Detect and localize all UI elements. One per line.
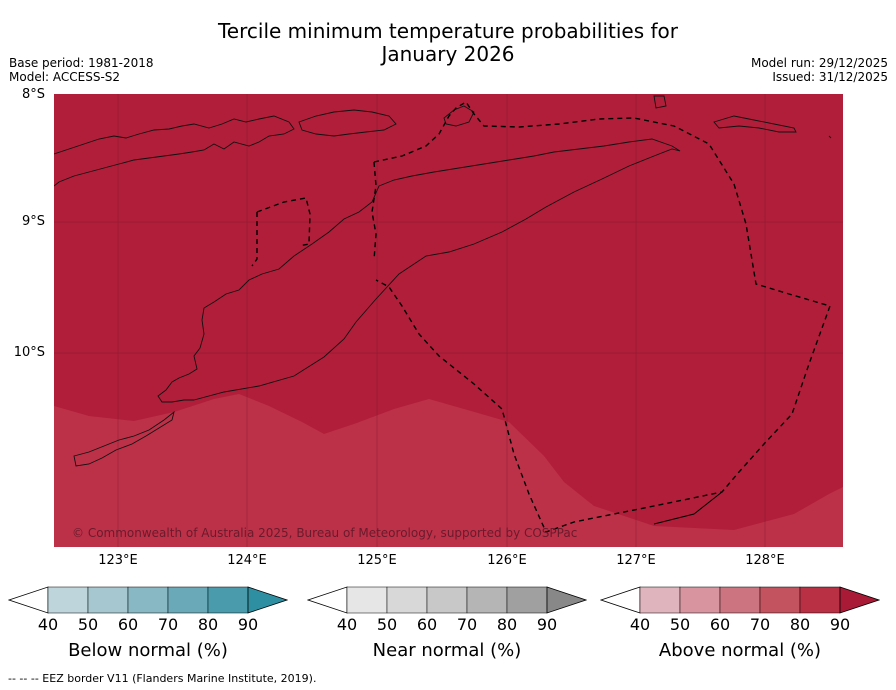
below-colorbar-segment-80-90 (207, 586, 249, 614)
above-colorbar-segment-80-90 (799, 586, 841, 614)
near-tick-40: 40 (336, 615, 358, 634)
below-tick-50: 50 (77, 615, 99, 634)
below-normal-title: Below normal (%) (68, 640, 228, 661)
timor-coastline (157, 138, 681, 403)
above-colorbar-segment-70-80 (759, 586, 801, 614)
near-colorbar-high-arrow (546, 586, 587, 614)
lon-label-126e: 126°E (487, 553, 527, 568)
babar-islands (713, 115, 797, 133)
eez-footnote: -- -- -- EEZ border V11 (Flanders Marine… (8, 672, 317, 685)
rote-coastline (73, 410, 175, 467)
near-colorbar-segment-60-70 (426, 586, 468, 614)
near-tick-50: 50 (376, 615, 398, 634)
flores-coastline (54, 115, 295, 187)
below-colorbar-segment-70-80 (167, 586, 209, 614)
below-colorbar-segment-40-50 (47, 586, 89, 614)
above-colorbar-low-arrow (600, 586, 641, 614)
near-normal-title: Near normal (%) (372, 640, 522, 661)
near-colorbar-segment-70-80 (466, 586, 508, 614)
lon-label-127e: 127°E (616, 553, 656, 568)
meta-left: Base period: 1981-2018 Model: ACCESS-S2 (9, 56, 154, 84)
eez-border-solid (653, 491, 723, 525)
above-tick-40: 40 (629, 615, 651, 634)
near-colorbar-segment-80-90 (506, 586, 548, 614)
above-normal-80-region (54, 394, 843, 547)
above-tick-80: 80 (789, 615, 811, 634)
below-colorbar-segment-50-60 (87, 586, 129, 614)
model-run: Model run: 29/12/2025 (750, 56, 888, 70)
above-tick-50: 50 (669, 615, 691, 634)
lon-label-124e: 124°E (227, 553, 267, 568)
colorbar-near (307, 586, 587, 614)
above-colorbar-segment-60-70 (719, 586, 761, 614)
below-tick-80: 80 (197, 615, 219, 634)
above-tick-70: 70 (749, 615, 771, 634)
eez-border (251, 101, 831, 533)
below-tick-70: 70 (157, 615, 179, 634)
below-colorbar-low-arrow (8, 586, 49, 614)
above-colorbar-segment-50-60 (679, 586, 721, 614)
below-colorbar-segment-60-70 (127, 586, 169, 614)
alor-coastline (298, 109, 397, 137)
colorbar-below (8, 586, 288, 614)
lon-label-128e: 128°E (745, 553, 785, 568)
map: © Commonwealth of Australia 2025, Bureau… (54, 94, 843, 547)
colorbar-above (600, 586, 880, 614)
above-colorbar-high-arrow (839, 586, 880, 614)
chart-title: Tercile minimum temperature probabilitie… (0, 20, 896, 66)
near-tick-70: 70 (456, 615, 478, 634)
near-colorbar-low-arrow (307, 586, 348, 614)
below-tick-40: 40 (37, 615, 59, 634)
graticule (54, 94, 843, 547)
title-line-2: January 2026 (381, 42, 515, 66)
base-period: Base period: 1981-2018 (9, 56, 154, 70)
title-line-1: Tercile minimum temperature probabilitie… (217, 19, 679, 43)
above-tick-90: 90 (829, 615, 851, 634)
above-normal-title: Above normal (%) (658, 640, 822, 661)
copyright-notice: © Commonwealth of Australia 2025, Bureau… (72, 526, 577, 540)
model-name: Model: ACCESS-S2 (9, 70, 121, 84)
lon-label-123e: 123°E (98, 553, 138, 568)
near-colorbar-segment-50-60 (386, 586, 428, 614)
lat-label-8s: 8°S (21, 87, 45, 102)
lat-label-10s: 10°S (13, 345, 45, 360)
near-tick-80: 80 (496, 615, 518, 634)
above-colorbar-segment-40-50 (639, 586, 681, 614)
near-tick-90: 90 (536, 615, 558, 634)
below-tick-60: 60 (117, 615, 139, 634)
meta-right: Model run: 29/12/2025 Issued: 31/12/2025 (751, 56, 888, 84)
near-tick-60: 60 (416, 615, 438, 634)
below-tick-90: 90 (237, 615, 259, 634)
lon-label-125e: 125°E (357, 553, 397, 568)
above-tick-60: 60 (709, 615, 731, 634)
lat-label-9s: 9°S (21, 214, 45, 229)
coastlines (54, 95, 832, 467)
near-colorbar-segment-40-50 (346, 586, 388, 614)
issued-date: Issued: 31/12/2025 (772, 70, 888, 84)
below-colorbar-high-arrow (247, 586, 288, 614)
